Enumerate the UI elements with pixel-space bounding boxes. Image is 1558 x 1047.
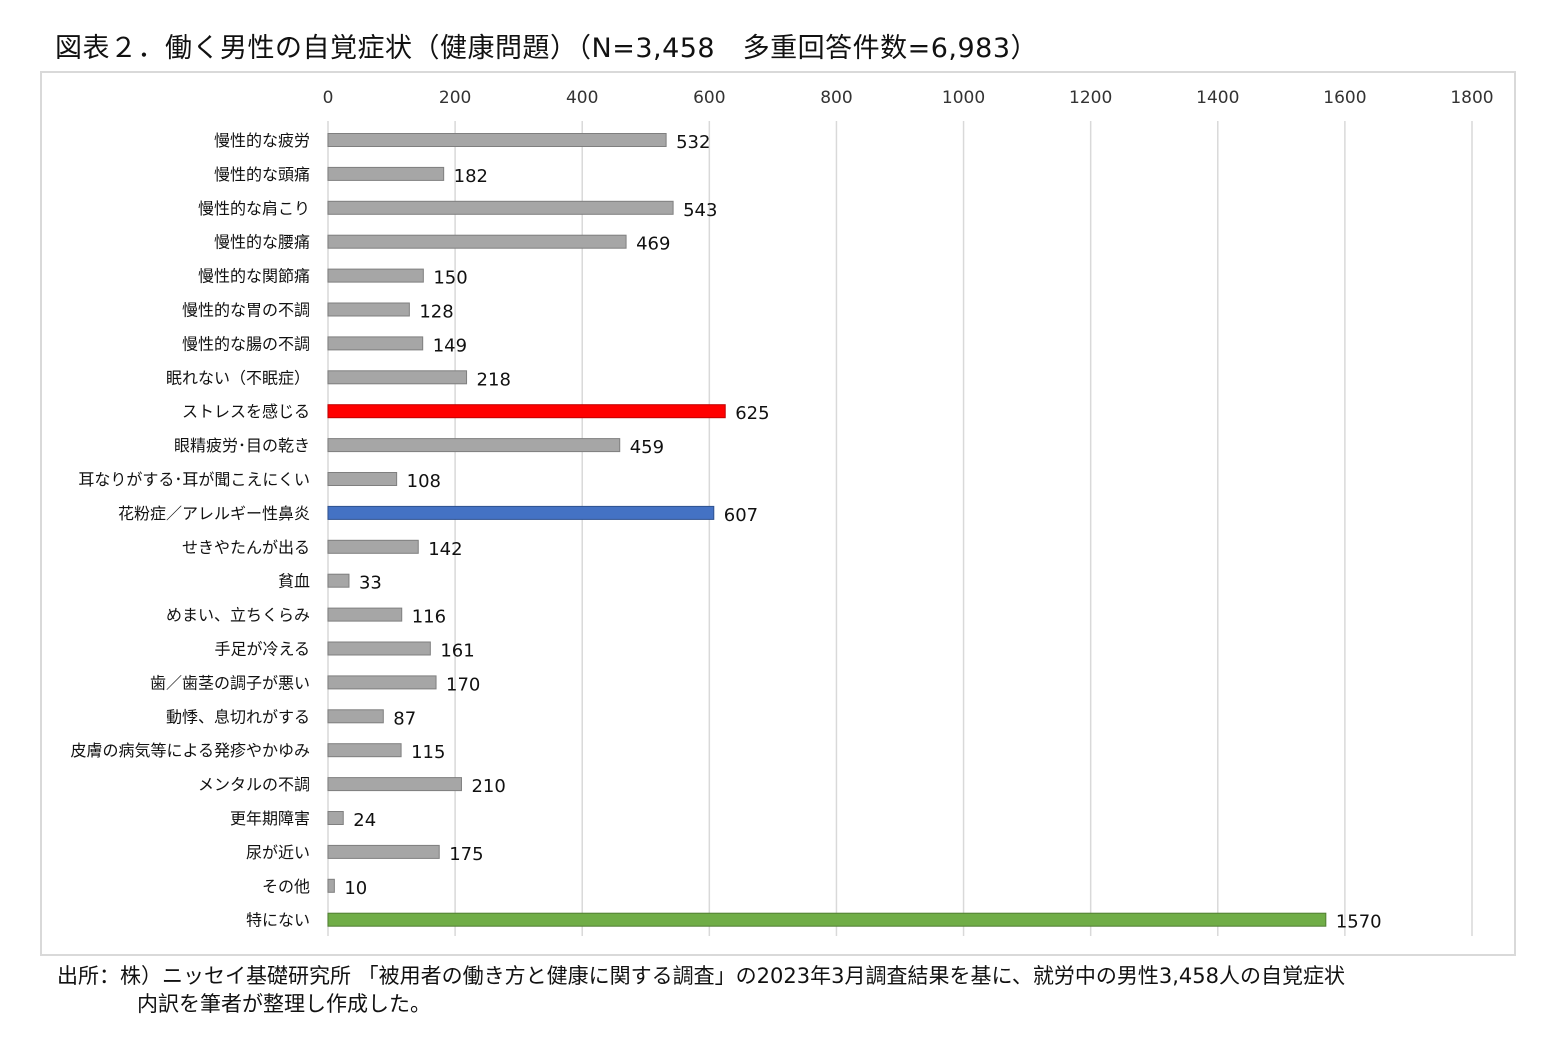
- bar: [327, 539, 419, 554]
- bar: [327, 302, 410, 317]
- data-label: 469: [636, 234, 670, 255]
- category-label: せきやたんが出る: [182, 538, 310, 557]
- category-label: 皮膚の病気等による発疹やかゆみ: [70, 741, 310, 760]
- source-note: 出所：株）ニッセイ基礎研究所 「被用者の働き方と健康に関する調査」の2023年3…: [57, 962, 1345, 1018]
- bar: [327, 777, 462, 792]
- category-label: 動悸、息切れがする: [166, 707, 310, 726]
- bar: [327, 675, 437, 690]
- category-label: めまい、立ちくらみ: [166, 606, 310, 625]
- data-label: 33: [359, 573, 382, 594]
- data-label: 87: [393, 708, 416, 729]
- bar: [327, 844, 440, 859]
- category-label: 更年期障害: [230, 809, 310, 828]
- bar: [327, 234, 627, 249]
- data-label: 182: [454, 166, 488, 187]
- chart-frame: 0 200 400 600 800 1000 1200 1400 1600 1800 慢性的な疲労 5…: [40, 71, 1516, 956]
- x-tick-label: 400: [566, 88, 598, 108]
- bar-chart: 0 200 400 600 800 1000 1200 1400 1600 1800 慢性的な疲労 5…: [70, 88, 1494, 936]
- category-label: 眠れない（不眠症）: [166, 368, 310, 387]
- bar: [327, 404, 726, 419]
- bar: [327, 573, 350, 588]
- category-label: 耳なりがする･耳が聞こえにくい: [78, 470, 310, 489]
- data-label: 175: [449, 844, 483, 865]
- bar: [327, 133, 667, 147]
- x-tick-label: 1800: [1450, 88, 1493, 108]
- x-tick-label: 0: [323, 88, 334, 108]
- x-tick-label: 1600: [1323, 88, 1366, 108]
- category-label: 花粉症／アレルギー性鼻炎: [118, 504, 310, 523]
- bar: [327, 505, 715, 520]
- data-label: 1570: [1336, 912, 1382, 933]
- category-label: 尿が近い: [246, 843, 310, 862]
- data-label: 625: [735, 403, 769, 424]
- category-label: 特にない: [246, 911, 310, 930]
- category-label: 慢性的な腰痛: [214, 233, 310, 252]
- category-label: 貧血: [278, 572, 310, 591]
- x-tick-label: 1400: [1196, 88, 1239, 108]
- source-line-2: 内訳を筆者が整理し作成した。: [137, 992, 431, 1016]
- x-tick-label: 600: [693, 88, 725, 108]
- bar: [327, 438, 621, 453]
- category-label: 慢性的な頭痛: [214, 165, 310, 184]
- data-label: 170: [446, 674, 480, 695]
- x-tick-label: 1200: [1069, 88, 1112, 108]
- x-tick-label: 800: [820, 88, 852, 108]
- bar: [327, 743, 402, 758]
- bar: [327, 166, 445, 181]
- bar: [327, 641, 431, 656]
- bar: [327, 912, 1327, 927]
- data-label: 108: [407, 471, 441, 492]
- category-label: メンタルの不調: [198, 775, 310, 794]
- bar: [327, 811, 344, 825]
- x-tick-label: 200: [439, 88, 471, 108]
- data-label: 543: [683, 200, 717, 221]
- category-label: 慢性的な胃の不調: [182, 301, 310, 320]
- data-label: 115: [411, 742, 445, 763]
- chart-title: 図表２．働く男性の自覚症状（健康問題）（N=3,458 多重回答件数=6,983…: [55, 33, 1039, 64]
- category-label: 慢性的な肩こり: [198, 199, 310, 218]
- data-label: 459: [630, 437, 664, 458]
- category-label: ストレスを感じる: [182, 402, 310, 421]
- bar: [327, 607, 403, 622]
- bar: [327, 472, 398, 486]
- category-label: 眼精疲労･目の乾き: [174, 436, 310, 455]
- bar: [327, 878, 335, 893]
- category-label: 慢性的な腸の不調: [182, 334, 310, 353]
- category-label: 手足が冷える: [214, 640, 310, 659]
- x-tick-label: 1000: [942, 88, 985, 108]
- data-label: 10: [344, 878, 367, 899]
- data-label: 149: [433, 335, 467, 356]
- data-label: 532: [676, 132, 710, 153]
- category-label: 慢性的な疲労: [214, 131, 310, 150]
- data-label: 150: [433, 268, 467, 289]
- bar: [327, 268, 424, 283]
- bar: [327, 709, 384, 724]
- category-label: その他: [262, 877, 310, 896]
- bar: [327, 336, 424, 351]
- data-label: 607: [724, 505, 758, 526]
- data-label: 24: [353, 810, 376, 831]
- data-label: 128: [419, 302, 453, 323]
- data-label: 161: [440, 641, 474, 662]
- bar: [327, 200, 674, 215]
- data-label: 218: [477, 369, 511, 390]
- category-label: 慢性的な関節痛: [198, 267, 310, 286]
- category-label: 歯／歯茎の調子が悪い: [150, 673, 310, 692]
- data-label: 210: [471, 776, 505, 797]
- bar: [327, 370, 468, 385]
- source-line-1: 出所：株）ニッセイ基礎研究所 「被用者の働き方と健康に関する調査」の2023年3…: [57, 964, 1345, 988]
- data-label: 142: [428, 539, 462, 560]
- data-label: 116: [412, 607, 446, 628]
